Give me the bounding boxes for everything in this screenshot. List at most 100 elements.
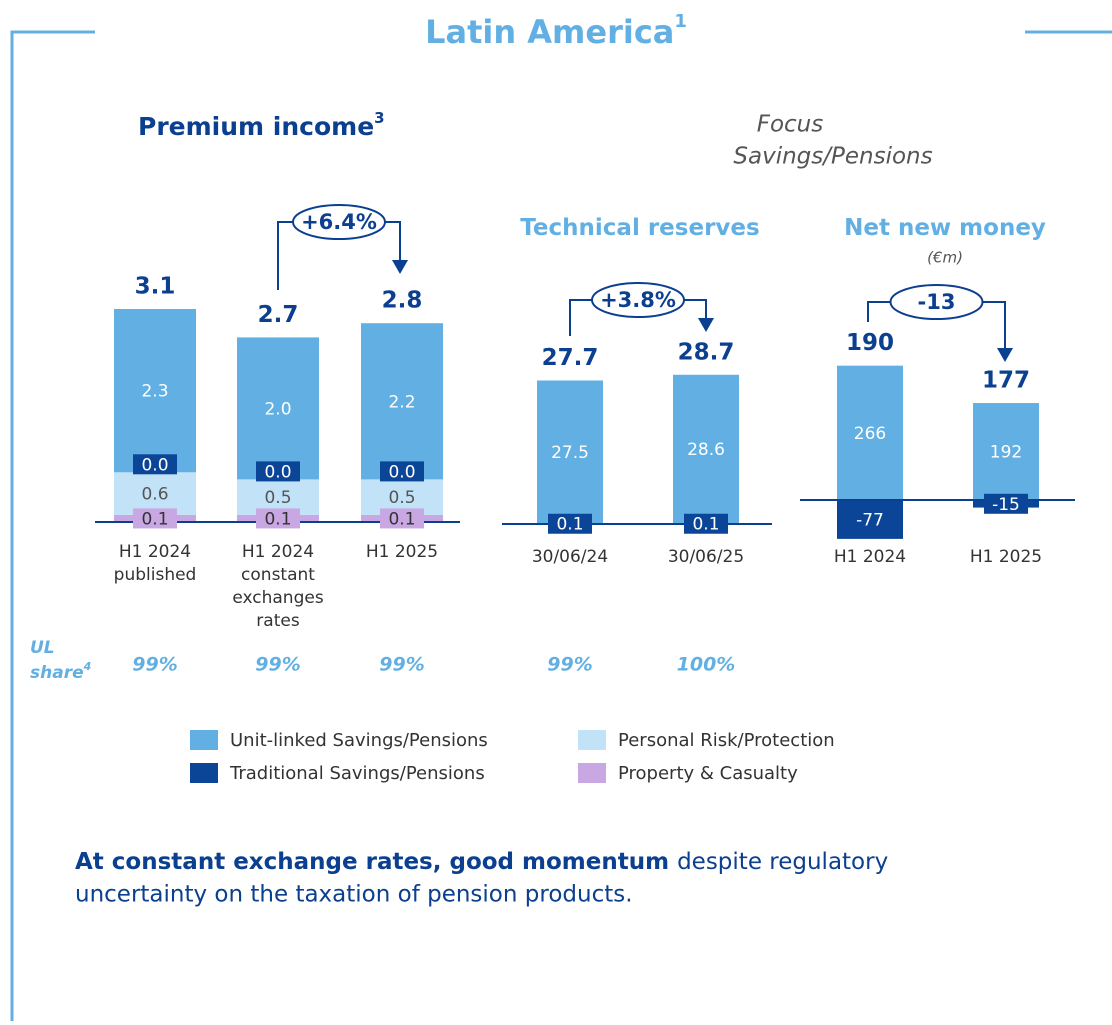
bar-segment — [114, 472, 196, 515]
ul-share-value: 100% — [677, 654, 736, 676]
chart-title-sup: 3 — [374, 109, 384, 127]
value-label-box — [133, 508, 177, 529]
arrow-head — [698, 318, 714, 332]
x-tick-label: exchanges — [232, 588, 323, 608]
legend-swatch — [578, 763, 606, 783]
value-label: 27.5 — [551, 443, 589, 463]
arrow-head — [997, 348, 1013, 362]
change-label: -13 — [918, 290, 956, 314]
value-label: -15 — [992, 495, 1020, 515]
bar-segment — [973, 403, 1039, 500]
legend-label: Unit-linked Savings/Pensions — [230, 730, 488, 751]
x-tick-label: published — [114, 565, 197, 585]
value-label: 0.1 — [556, 515, 583, 535]
footer-text: despite regulatory — [677, 849, 888, 875]
legend-label: Traditional Savings/Pensions — [229, 763, 485, 784]
focus: Savings/Pensions — [733, 144, 932, 170]
value-label: 0.1 — [264, 509, 291, 529]
value-label: 2.3 — [141, 382, 168, 402]
value-label: 0.1 — [692, 515, 719, 535]
value-label: 0.5 — [388, 488, 415, 508]
frame — [10, 30, 95, 1021]
legend-swatch — [190, 730, 218, 750]
x-tick-label: H1 2024 — [242, 542, 314, 562]
legend-label: Personal Risk/Protection — [618, 730, 835, 751]
value-label: 0.0 — [141, 455, 168, 475]
x-tick-label: constant — [241, 565, 315, 585]
legend-swatch — [578, 730, 606, 750]
value-label: 28.6 — [687, 440, 725, 460]
chart-title: Net new money — [844, 215, 1046, 241]
total-label: 27.7 — [542, 345, 599, 371]
bar-segment — [237, 337, 319, 480]
page-title: Latin America1 — [425, 11, 687, 51]
change-bubble — [889, 284, 984, 320]
chart-title-text: Premium income — [138, 112, 374, 141]
value-label: 0.6 — [141, 485, 168, 505]
ul-share-value: 99% — [255, 654, 300, 676]
total-label: 3.1 — [135, 274, 176, 300]
total-label: 2.7 — [258, 302, 299, 328]
x-tick-label: H1 2024 — [834, 547, 906, 567]
ul-share-sup: 4 — [83, 660, 92, 673]
value-label: 0.0 — [264, 462, 291, 482]
change-label: +6.4% — [301, 210, 377, 234]
total-label: 28.7 — [678, 339, 735, 365]
change-bubble — [591, 282, 685, 318]
value-label: 0.0 — [388, 462, 415, 482]
ul-share-label-text: share — [30, 663, 84, 683]
value-label: 2.2 — [388, 392, 415, 412]
value-label-box — [684, 513, 728, 534]
value-label: 0.1 — [388, 509, 415, 529]
focus: Focus — [757, 112, 824, 138]
legend-swatch — [190, 763, 218, 783]
value-label: -77 — [856, 510, 884, 530]
bar-segment — [673, 374, 739, 524]
change-label: +3.8% — [600, 288, 676, 312]
x-tick-label: 30/06/25 — [668, 547, 744, 567]
footer: uncertainty on the taxation of pension p… — [75, 882, 633, 908]
total-label: 2.8 — [382, 288, 423, 314]
ul-share-value: 99% — [379, 654, 424, 676]
value-label-box — [256, 508, 300, 529]
value-label: 266 — [854, 424, 886, 444]
ul-share-value: 99% — [132, 654, 177, 676]
value-label: 0.5 — [264, 488, 291, 508]
ul-share-label: share4 — [30, 660, 91, 683]
total-label: 177 — [982, 368, 1030, 394]
ul-share-value: 99% — [547, 654, 592, 676]
bar-segment — [361, 323, 443, 480]
chart-title-text: Net new money — [844, 215, 1046, 241]
x-tick-label: 30/06/24 — [532, 547, 608, 567]
page-title-text: Latin America — [425, 13, 674, 51]
bar-segment — [837, 365, 903, 500]
footer-bold: At constant exchange rates, good momentu… — [75, 849, 669, 875]
bar-segment — [837, 500, 903, 539]
x-tick-label: H1 2025 — [366, 542, 438, 562]
value-label: 192 — [990, 443, 1022, 463]
change-bubble — [292, 204, 386, 240]
value-label: 0.1 — [141, 509, 168, 529]
x-tick-label: H1 2025 — [970, 547, 1042, 567]
chart-subtitle: (€m) — [927, 249, 963, 267]
bar-segment — [537, 380, 603, 524]
value-label-box — [548, 513, 592, 534]
ul-share-label: UL — [30, 638, 55, 658]
x-tick-label: H1 2024 — [119, 542, 191, 562]
value-label-box — [984, 493, 1028, 514]
chart-title: Technical reserves — [520, 215, 759, 241]
legend-label: Property & Casualty — [618, 763, 798, 784]
bar-segment — [114, 309, 196, 473]
value-label-box — [256, 461, 300, 482]
chart-title-text: Technical reserves — [520, 215, 759, 241]
chart-title: Premium income3 — [138, 109, 385, 142]
value-label-box — [380, 461, 424, 482]
x-tick-label: rates — [256, 611, 300, 631]
total-label: 190 — [846, 330, 894, 356]
arrow-head — [392, 260, 408, 274]
value-label-box — [133, 454, 177, 475]
title-sup: 1 — [674, 11, 687, 32]
value-label-box — [380, 508, 424, 529]
